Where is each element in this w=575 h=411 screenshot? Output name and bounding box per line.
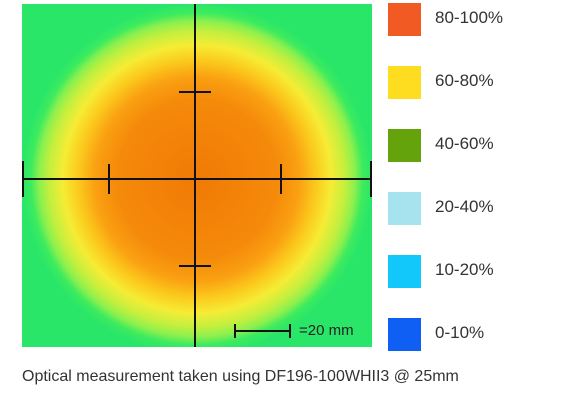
scale-bar-label: =20 mm [299,322,354,339]
legend-swatch [388,192,421,225]
legend-swatch [388,66,421,99]
legend-label: 80-100% [435,8,504,27]
figure-caption: Optical measurement taken using DF196-10… [22,368,459,385]
legend-label: 10-20% [435,260,494,279]
legend-swatch [388,318,421,351]
legend-swatch [388,255,421,288]
legend-swatch [388,3,421,36]
legend-label: 60-80% [435,71,494,90]
legend-label: 20-40% [435,197,494,216]
beam-intensity-gradient [22,4,372,347]
legend-label: 40-60% [435,134,494,153]
legend-swatch [388,129,421,162]
beam-intensity-map: =20 mm [22,4,372,347]
legend-label: 0-10% [435,323,485,342]
crosshair-overlay [22,4,372,347]
